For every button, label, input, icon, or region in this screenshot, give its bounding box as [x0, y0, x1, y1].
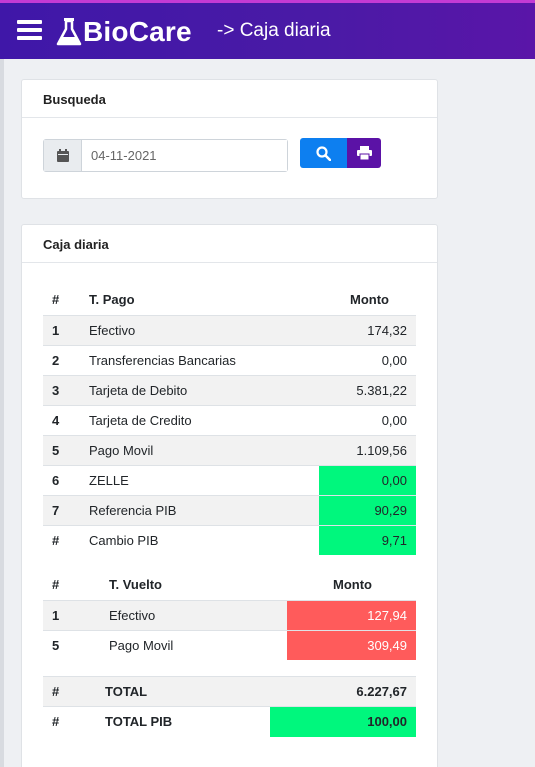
row-number: #	[43, 706, 89, 737]
table-row: 5 Pago Movil 1.109,56	[43, 434, 416, 465]
table-row: 4 Tarjeta de Credito 0,00	[43, 404, 416, 435]
date-field	[43, 139, 288, 172]
row-number: #	[43, 676, 89, 707]
row-amount: 0,00	[319, 344, 416, 375]
row-amount: 127,94	[287, 599, 416, 630]
column-header: #	[52, 577, 60, 593]
row-amount: 1.109,56	[319, 434, 416, 465]
search-button[interactable]	[300, 138, 347, 168]
total-label: TOTAL	[89, 676, 270, 707]
row-number: 5	[43, 434, 89, 465]
table-row: 2 Transferencias Bancarias 0,00	[43, 344, 416, 375]
column-header: Monto	[350, 292, 389, 308]
row-number: 3	[43, 374, 89, 405]
row-label: Referencia PIB	[89, 494, 319, 525]
print-icon	[356, 146, 372, 160]
total-amount: 6.227,67	[270, 676, 416, 707]
payments-table: # T. Pago Monto 1 Efectivo 174,32 2 Transfe…	[43, 285, 416, 555]
row-number: 2	[43, 344, 89, 375]
row-number: 4	[43, 404, 89, 435]
row-number: 5	[43, 629, 89, 660]
table-row: # TOTAL 6.227,67	[43, 676, 416, 707]
row-amount: 9,71	[319, 524, 416, 555]
row-number: 7	[43, 494, 89, 525]
table-row: 6 ZELLE 0,00	[43, 464, 416, 495]
row-label: Pago Movil	[89, 434, 319, 465]
table-row: 1 Efectivo 174,32	[43, 314, 416, 345]
logo-text: BioCare	[83, 16, 192, 47]
table-row: 5 Pago Movil 309,49	[43, 629, 416, 660]
app-logo[interactable]: BioCare	[56, 15, 192, 49]
totals-table: # TOTAL 6.227,67 # TOTAL PIB 100,00	[43, 676, 416, 737]
date-input[interactable]	[82, 140, 287, 171]
search-actions	[300, 138, 381, 168]
column-header: T. Vuelto	[109, 577, 162, 593]
total-pib-amount: 100,00	[270, 706, 416, 737]
row-label: ZELLE	[89, 464, 319, 495]
breadcrumb: -> Caja diaria	[217, 20, 331, 41]
search-icon	[316, 145, 331, 161]
row-label: Efectivo	[89, 599, 287, 630]
table-row: 3 Tarjeta de Debito 5.381,22	[43, 374, 416, 405]
total-pib-label: TOTAL PIB	[89, 706, 270, 737]
row-amount: 5.381,22	[319, 374, 416, 405]
column-header: T. Pago	[89, 292, 135, 308]
print-button[interactable]	[347, 138, 381, 168]
row-label: Tarjeta de Credito	[89, 404, 319, 435]
table-row: 1 Efectivo 127,94	[43, 599, 416, 630]
change-table: # T. Vuelto Monto 1 Efectivo 127,94 5 Pago …	[43, 570, 416, 660]
row-number: 1	[43, 314, 89, 345]
row-number: 6	[43, 464, 89, 495]
row-amount: 0,00	[319, 404, 416, 435]
search-card: Busqueda	[21, 79, 438, 199]
column-header: #	[52, 292, 60, 308]
sidebar-edge	[0, 59, 4, 767]
table-row: # TOTAL PIB 100,00	[43, 706, 416, 737]
row-label: Tarjeta de Debito	[89, 374, 319, 405]
caja-card-title: Caja diaria	[22, 225, 437, 263]
column-header: Monto	[333, 577, 372, 593]
row-label: Efectivo	[89, 314, 319, 345]
caja-diaria-card: Caja diaria # T. Pago Monto 1 Efectivo 174…	[21, 224, 438, 767]
row-number: 1	[43, 599, 89, 630]
calendar-icon	[44, 140, 82, 171]
row-amount: 0,00	[319, 464, 416, 495]
row-amount: 90,29	[319, 494, 416, 525]
table-row: 7 Referencia PIB 90,29	[43, 494, 416, 525]
search-card-title: Busqueda	[22, 80, 437, 118]
row-label: Pago Movil	[89, 629, 287, 660]
flask-icon	[56, 18, 82, 46]
row-number: #	[43, 524, 89, 555]
top-navbar: BioCare -> Caja diaria	[0, 0, 535, 59]
row-amount: 309,49	[287, 629, 416, 660]
row-label: Transferencias Bancarias	[89, 344, 319, 375]
row-amount: 174,32	[319, 314, 416, 345]
row-label: Cambio PIB	[89, 524, 319, 555]
table-row: # Cambio PIB 9,71	[43, 524, 416, 555]
menu-icon[interactable]	[17, 20, 42, 40]
